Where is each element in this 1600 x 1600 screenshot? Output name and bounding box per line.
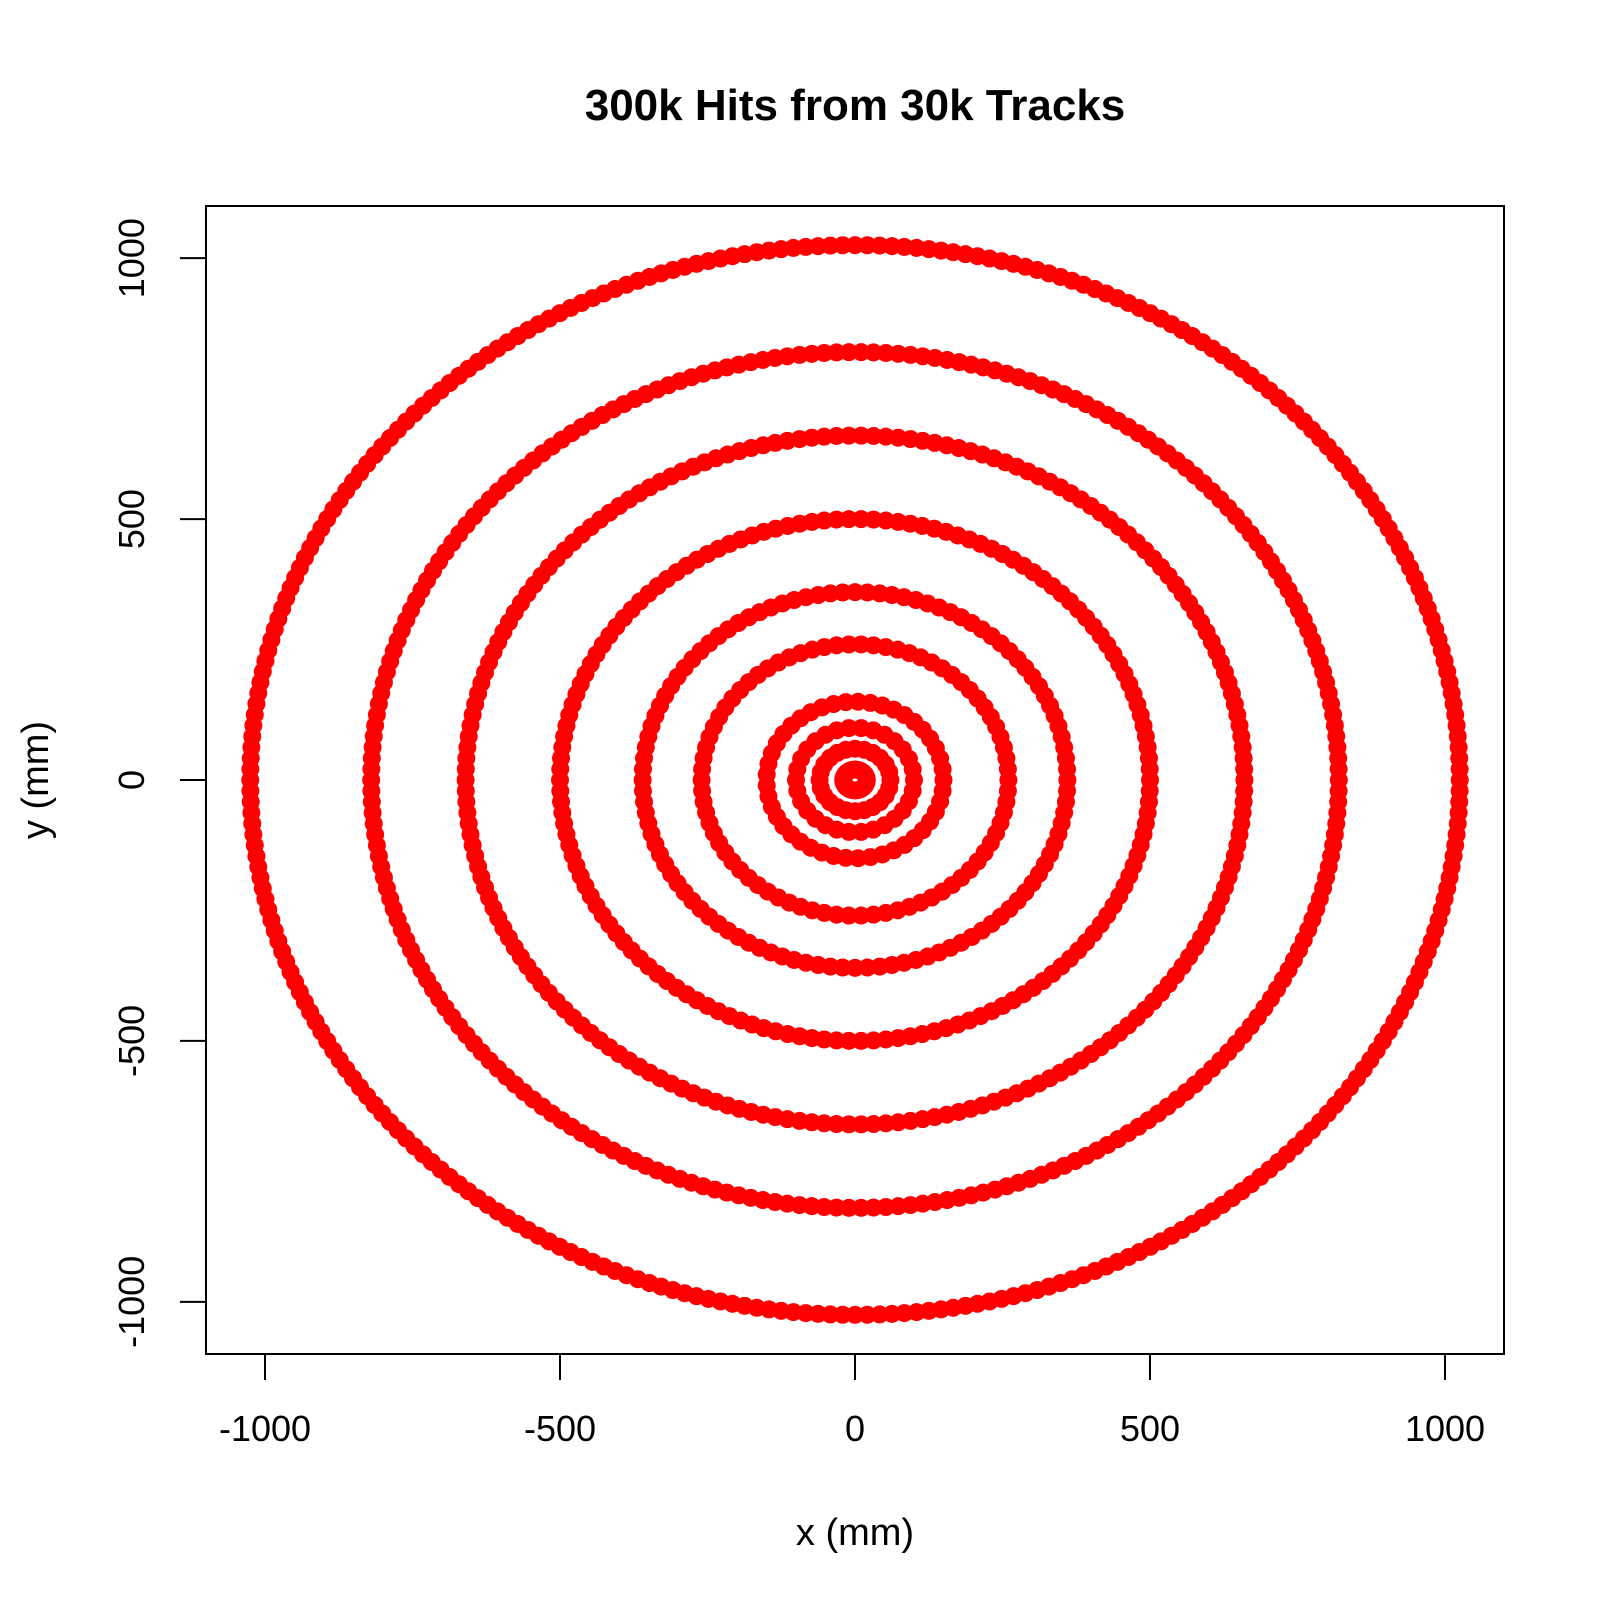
- y-tick-label: -1000: [111, 1256, 152, 1348]
- hit-ring-7: [551, 510, 1159, 1050]
- x-tick-label: 500: [1120, 1408, 1180, 1449]
- y-tick-label: 500: [111, 489, 152, 549]
- hit-ring-10: [241, 236, 1469, 1324]
- x-axis: -1000 -500 0 500 1000: [219, 1353, 1485, 1449]
- hit-point: [1140, 781, 1159, 800]
- plot-frame: [205, 205, 1505, 1355]
- hit-point: [852, 719, 871, 738]
- rings-layer: [241, 236, 1469, 1324]
- hit-point: [880, 779, 899, 798]
- chart-title: 300k Hits from 30k Tracks: [585, 81, 1126, 130]
- hit-point: [852, 343, 871, 362]
- hit-point: [998, 781, 1017, 800]
- hit-ring-3: [787, 719, 923, 841]
- hit-point: [852, 510, 871, 529]
- x-tick-label: 1000: [1405, 1408, 1485, 1449]
- hit-point: [852, 426, 871, 445]
- x-axis-label: x (mm): [796, 1512, 914, 1554]
- hit-point: [839, 1198, 858, 1217]
- hit-ring-6: [633, 583, 1077, 977]
- hit-point: [903, 781, 922, 800]
- hit-point: [852, 635, 871, 654]
- hit-point: [857, 773, 876, 792]
- hit-ring-9: [362, 343, 1348, 1217]
- hit-point: [1058, 781, 1077, 800]
- hit-point: [839, 1115, 858, 1134]
- hit-point: [1235, 781, 1254, 800]
- hit-ring-1: [834, 760, 876, 800]
- y-tick-label: -500: [111, 1005, 152, 1077]
- y-axis: -1000 -500 0 500 1000: [111, 218, 207, 1348]
- hit-point: [1450, 781, 1469, 800]
- y-axis-label: y (mm): [15, 721, 57, 839]
- hit-point: [933, 781, 952, 800]
- y-tick-label: 1000: [111, 218, 152, 298]
- y-tick-label: 0: [111, 770, 152, 790]
- hit-ring-8: [456, 426, 1254, 1134]
- x-tick-label: -1000: [219, 1408, 311, 1449]
- hit-ring-2: [810, 739, 900, 821]
- x-tick-label: 0: [845, 1408, 865, 1449]
- hit-point: [1329, 781, 1348, 800]
- hit-point: [839, 906, 858, 925]
- x-tick-label: -500: [524, 1408, 596, 1449]
- hit-ring-4: [757, 692, 953, 868]
- hit-point: [839, 822, 858, 841]
- hit-ring-5: [692, 635, 1018, 925]
- hit-point: [839, 1031, 858, 1050]
